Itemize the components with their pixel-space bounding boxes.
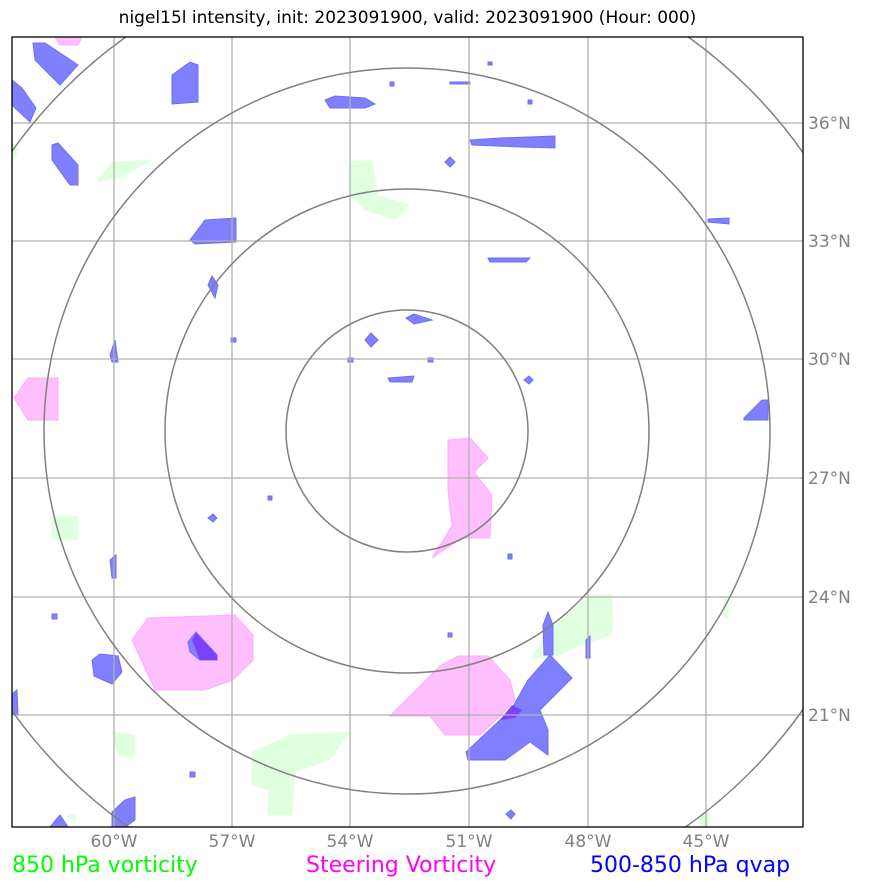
vorticity-850-region [528,594,613,661]
qvap-region [743,399,769,421]
qvap-region [542,610,554,656]
qvap-region [91,653,123,685]
range-ring-3 [43,67,771,795]
lon-label: 45°W [683,832,730,852]
steering-vorticity-region [54,37,83,46]
lat-label: 21°N [808,706,851,726]
overlap-region [500,705,522,720]
qvap-region [12,79,37,123]
qvap-region [487,257,532,263]
qvap-region [507,553,513,560]
qvap-region [707,217,730,225]
qvap-region [32,42,79,86]
graticule [12,37,803,827]
plot-title: nigel15l intensity, init: 2023091900, va… [118,8,697,28]
qvap-region [405,313,434,325]
vorticity-850-region [699,811,711,827]
qvap-region [527,99,533,105]
qvap-region [387,375,415,383]
field-layer [12,37,769,827]
vorticity-850-region [66,813,77,823]
legend-qvap: 500-850 hPa qvap [590,853,791,878]
lon-label: 57°W [209,832,256,852]
vorticity-850-region [51,515,79,541]
lat-label: 27°N [808,469,851,489]
qvap-region [171,61,199,105]
legend-850-vorticity: 850 hPa vorticity [12,853,198,878]
lat-label: 36°N [808,114,851,134]
qvap-region [469,135,556,149]
lat-label: 24°N [808,588,851,608]
qvap-region [523,375,534,385]
qvap-region [189,771,196,778]
steering-vorticity-region [13,377,59,421]
vorticity-850-region [251,731,352,816]
qvap-region [444,156,456,168]
steering-vorticity-field [13,37,516,736]
lon-label: 54°W [327,832,374,852]
lat-label: 33°N [808,232,851,252]
longitude-labels: 60°W 57°W 54°W 51°W 48°W 45°W [91,832,730,852]
overlap-region [192,633,217,660]
qvap-region [109,553,117,579]
qvap-region [207,513,218,523]
steering-vorticity-region [431,437,493,559]
qvap-region [267,495,273,501]
latitude-labels: 36°N 33°N 30°N 27°N 24°N 21°N [808,114,851,726]
vorticity-850-region [111,731,136,757]
qvap-region [364,332,379,348]
map-frame [11,36,804,828]
qvap-region [449,81,471,85]
vorticity-850-region [12,139,19,166]
legend-steering-vorticity: Steering Vorticity [306,853,497,878]
lon-label: 51°W [446,832,493,852]
qvap-region [51,142,79,186]
lat-label: 30°N [808,350,851,370]
lon-label: 48°W [565,832,612,852]
range-ring-1 [285,309,529,553]
qvap-region [487,61,493,66]
qvap-field [12,42,769,827]
qvap-region [51,613,58,620]
qvap-region [189,217,237,245]
range-ring-2 [164,188,650,674]
vorticity-850-region [94,159,153,183]
qvap-region [505,809,516,820]
qvap-region [389,81,395,87]
qvap-region [49,814,69,827]
vorticity-850-region [349,159,411,221]
lon-label: 60°W [91,832,138,852]
overlap-field [192,633,522,720]
qvap-region [447,632,453,638]
